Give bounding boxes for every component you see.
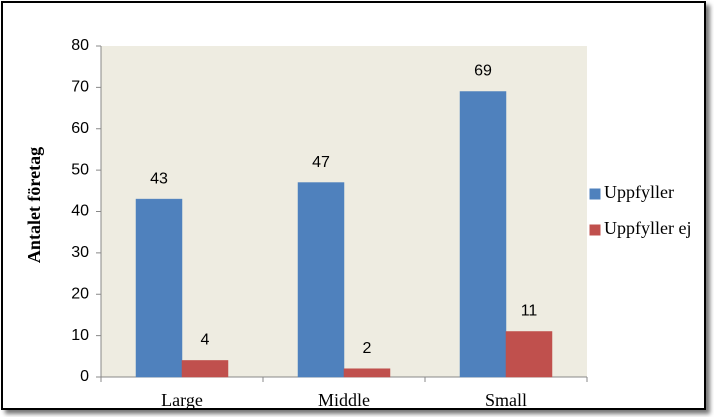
bar	[135, 198, 183, 378]
data-label: 69	[474, 63, 492, 80]
legend-label: Uppfyller ej	[604, 218, 691, 238]
bar	[181, 360, 229, 378]
y-tick-label: 0	[80, 368, 89, 385]
data-label: 43	[150, 170, 168, 187]
data-label: 47	[312, 154, 330, 171]
bar	[343, 368, 391, 378]
y-tick-label: 40	[71, 203, 89, 220]
x-tick-label: Small	[485, 390, 527, 410]
data-label: 11	[521, 303, 538, 320]
legend-swatch	[589, 224, 601, 236]
data-label: 2	[363, 340, 372, 357]
y-tick-label: 60	[71, 120, 89, 137]
y-axis-label: Antalet företag	[24, 147, 44, 263]
y-tick-label: 30	[71, 244, 89, 261]
legend-label: Uppfyller	[604, 182, 674, 202]
bar	[505, 331, 553, 378]
y-tick-label: 80	[71, 37, 89, 54]
data-label: 4	[201, 332, 210, 349]
legend-swatch	[589, 188, 601, 200]
x-tick-label: Large	[161, 390, 203, 410]
y-tick-label: 70	[71, 79, 89, 96]
x-tick-label: Middle	[318, 390, 370, 410]
y-tick-label: 10	[71, 327, 89, 344]
y-tick-label: 20	[71, 285, 89, 302]
y-tick-label: 50	[71, 161, 89, 178]
bar	[459, 91, 507, 378]
bar	[297, 182, 345, 378]
